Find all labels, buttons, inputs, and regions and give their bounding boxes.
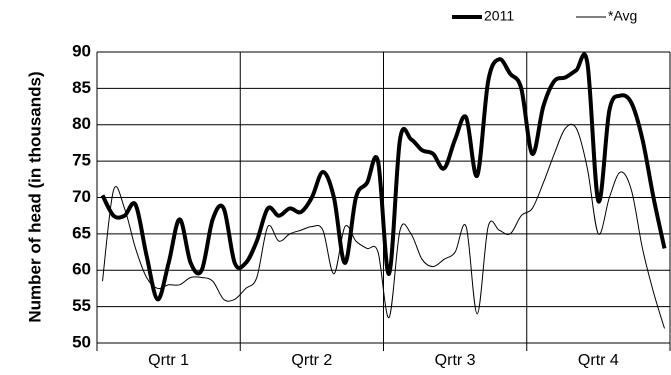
- y-tick-label: 85: [72, 78, 91, 97]
- y-tick-label: 70: [72, 187, 91, 206]
- series-line: [102, 123, 665, 329]
- series-line: [100, 52, 667, 302]
- y-tick-label: 75: [72, 151, 91, 170]
- x-tick-label: Qrtr 4: [578, 352, 619, 369]
- x-tick-label: Qrtr 1: [148, 352, 189, 369]
- y-tick-label: 60: [72, 260, 91, 279]
- y-tick-label: 55: [72, 296, 91, 315]
- y-tick-label: 50: [72, 332, 91, 351]
- y-axis-title: Number of head (in thousands): [25, 71, 44, 322]
- y-tick-label: 90: [72, 41, 91, 60]
- legend-label: 2011: [484, 8, 514, 24]
- x-tick-label: Qrtr 2: [291, 352, 332, 369]
- y-tick-label: 80: [72, 114, 91, 133]
- x-tick-label: Qrtr 3: [435, 352, 476, 369]
- legend-label: *Avg: [608, 8, 637, 24]
- y-tick-label: 65: [72, 223, 91, 242]
